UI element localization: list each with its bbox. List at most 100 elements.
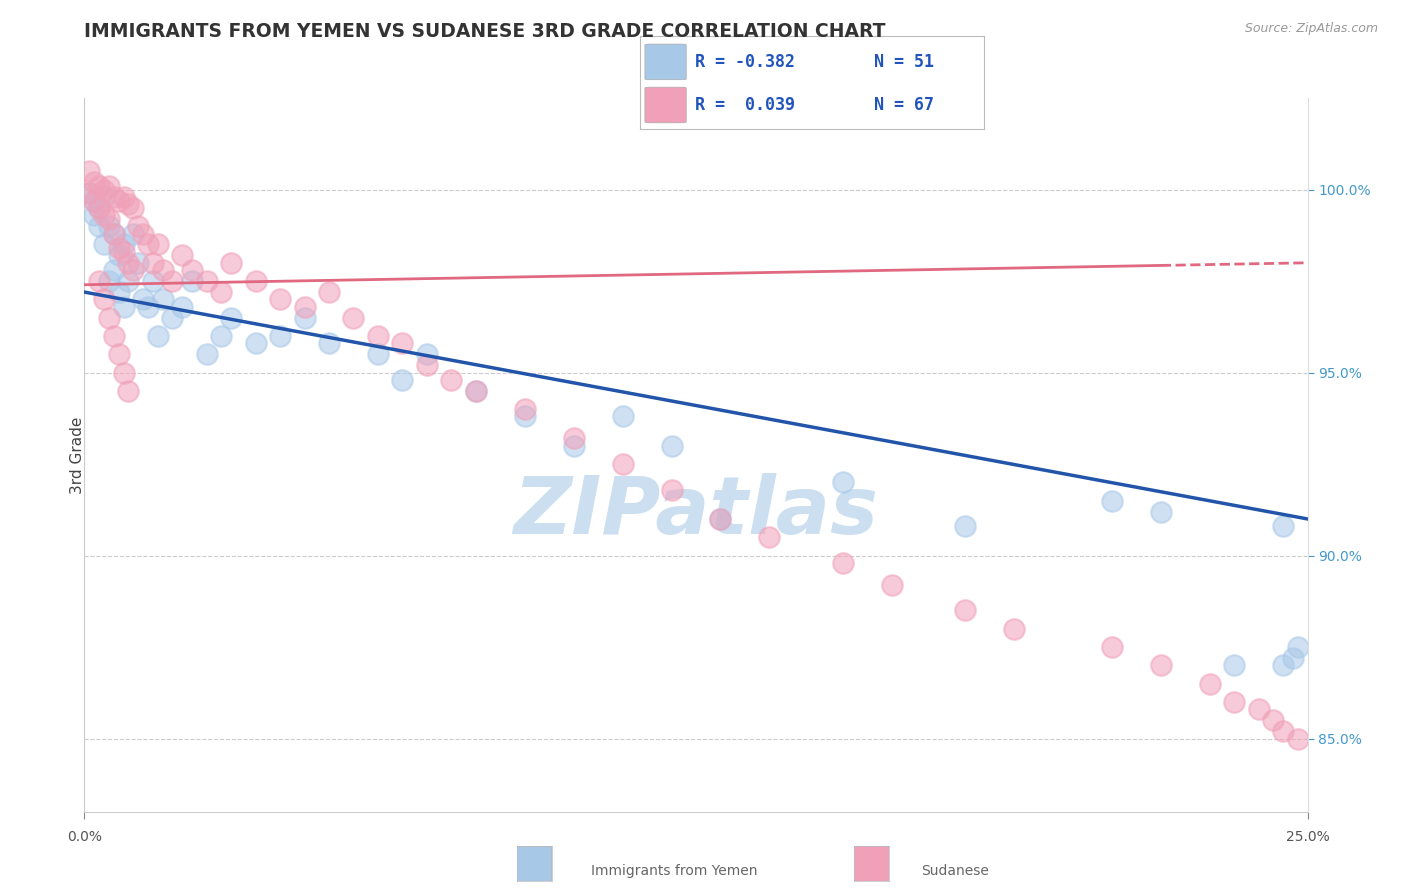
Text: R =  0.039: R = 0.039 (695, 96, 794, 114)
Point (219, 256, 242, 270)
Point (209, 285, 232, 299)
Point (112, 190, 135, 204)
Point (127, 256, 149, 270)
Point (87, 201, 110, 215)
FancyBboxPatch shape (855, 847, 890, 881)
Text: N = 51: N = 51 (875, 53, 934, 70)
Point (172, 248, 194, 262)
Point (152, 263, 174, 277)
Point (209, 329, 232, 343)
Point (661, 483, 683, 497)
Point (1101, 640, 1123, 654)
Point (107, 241, 129, 255)
Point (117, 274, 139, 288)
Point (112, 237, 135, 252)
Point (367, 347, 389, 361)
Point (464, 384, 486, 398)
Point (953, 519, 976, 533)
Point (103, 227, 125, 241)
Point (93, 237, 115, 252)
Point (1101, 493, 1123, 508)
Point (162, 274, 184, 288)
Point (612, 409, 634, 424)
Point (122, 227, 145, 241)
Point (142, 274, 165, 288)
Point (1286, 640, 1309, 654)
Point (342, 310, 364, 325)
Point (294, 300, 316, 314)
Point (87, 219, 110, 234)
Point (440, 373, 463, 387)
Point (195, 347, 218, 361)
Point (391, 336, 413, 351)
Point (146, 329, 169, 343)
Point (103, 263, 125, 277)
Point (1263, 713, 1285, 727)
Point (245, 274, 267, 288)
Point (132, 227, 155, 241)
Point (107, 194, 129, 208)
Point (269, 293, 291, 307)
Point (367, 329, 389, 343)
Text: 25.0%: 25.0% (1285, 830, 1330, 844)
Point (112, 244, 135, 259)
Point (391, 373, 413, 387)
Point (661, 439, 683, 453)
Point (513, 409, 536, 424)
Point (103, 190, 125, 204)
Point (97, 219, 120, 234)
Point (294, 310, 316, 325)
Point (1282, 651, 1305, 665)
Point (416, 358, 439, 372)
Point (245, 336, 267, 351)
Point (831, 556, 853, 570)
Point (93, 293, 115, 307)
Point (464, 384, 486, 398)
Point (117, 256, 139, 270)
Point (136, 237, 159, 252)
Point (1272, 519, 1295, 533)
Text: 0.0%: 0.0% (67, 830, 101, 844)
Point (83, 208, 105, 222)
Point (97, 310, 120, 325)
Point (612, 457, 634, 471)
FancyBboxPatch shape (645, 44, 686, 79)
Point (122, 263, 145, 277)
Point (93, 190, 115, 204)
Point (709, 512, 731, 526)
Point (103, 329, 125, 343)
Point (1272, 724, 1295, 739)
Point (152, 293, 174, 307)
Point (97, 274, 120, 288)
Point (107, 285, 129, 299)
Point (93, 183, 115, 197)
Point (1223, 695, 1246, 709)
Point (83, 194, 105, 208)
Point (122, 201, 145, 215)
Point (1198, 676, 1220, 690)
Point (127, 219, 149, 234)
Point (195, 274, 218, 288)
Point (132, 293, 155, 307)
Point (1223, 658, 1246, 673)
Point (77, 164, 100, 178)
Point (318, 285, 340, 299)
Point (107, 347, 129, 361)
Point (1150, 505, 1173, 519)
Text: Immigrants from Yemen: Immigrants from Yemen (591, 863, 756, 878)
Point (97, 178, 120, 193)
Point (107, 248, 129, 262)
Point (513, 402, 536, 417)
Point (97, 211, 120, 226)
FancyBboxPatch shape (645, 87, 686, 123)
Point (1272, 658, 1295, 673)
Point (162, 310, 184, 325)
Text: ZIPatlas: ZIPatlas (513, 473, 879, 551)
Point (219, 310, 242, 325)
Point (562, 439, 585, 453)
Point (181, 274, 204, 288)
Point (77, 186, 100, 201)
Point (93, 208, 115, 222)
Point (416, 347, 439, 361)
Point (77, 186, 100, 201)
